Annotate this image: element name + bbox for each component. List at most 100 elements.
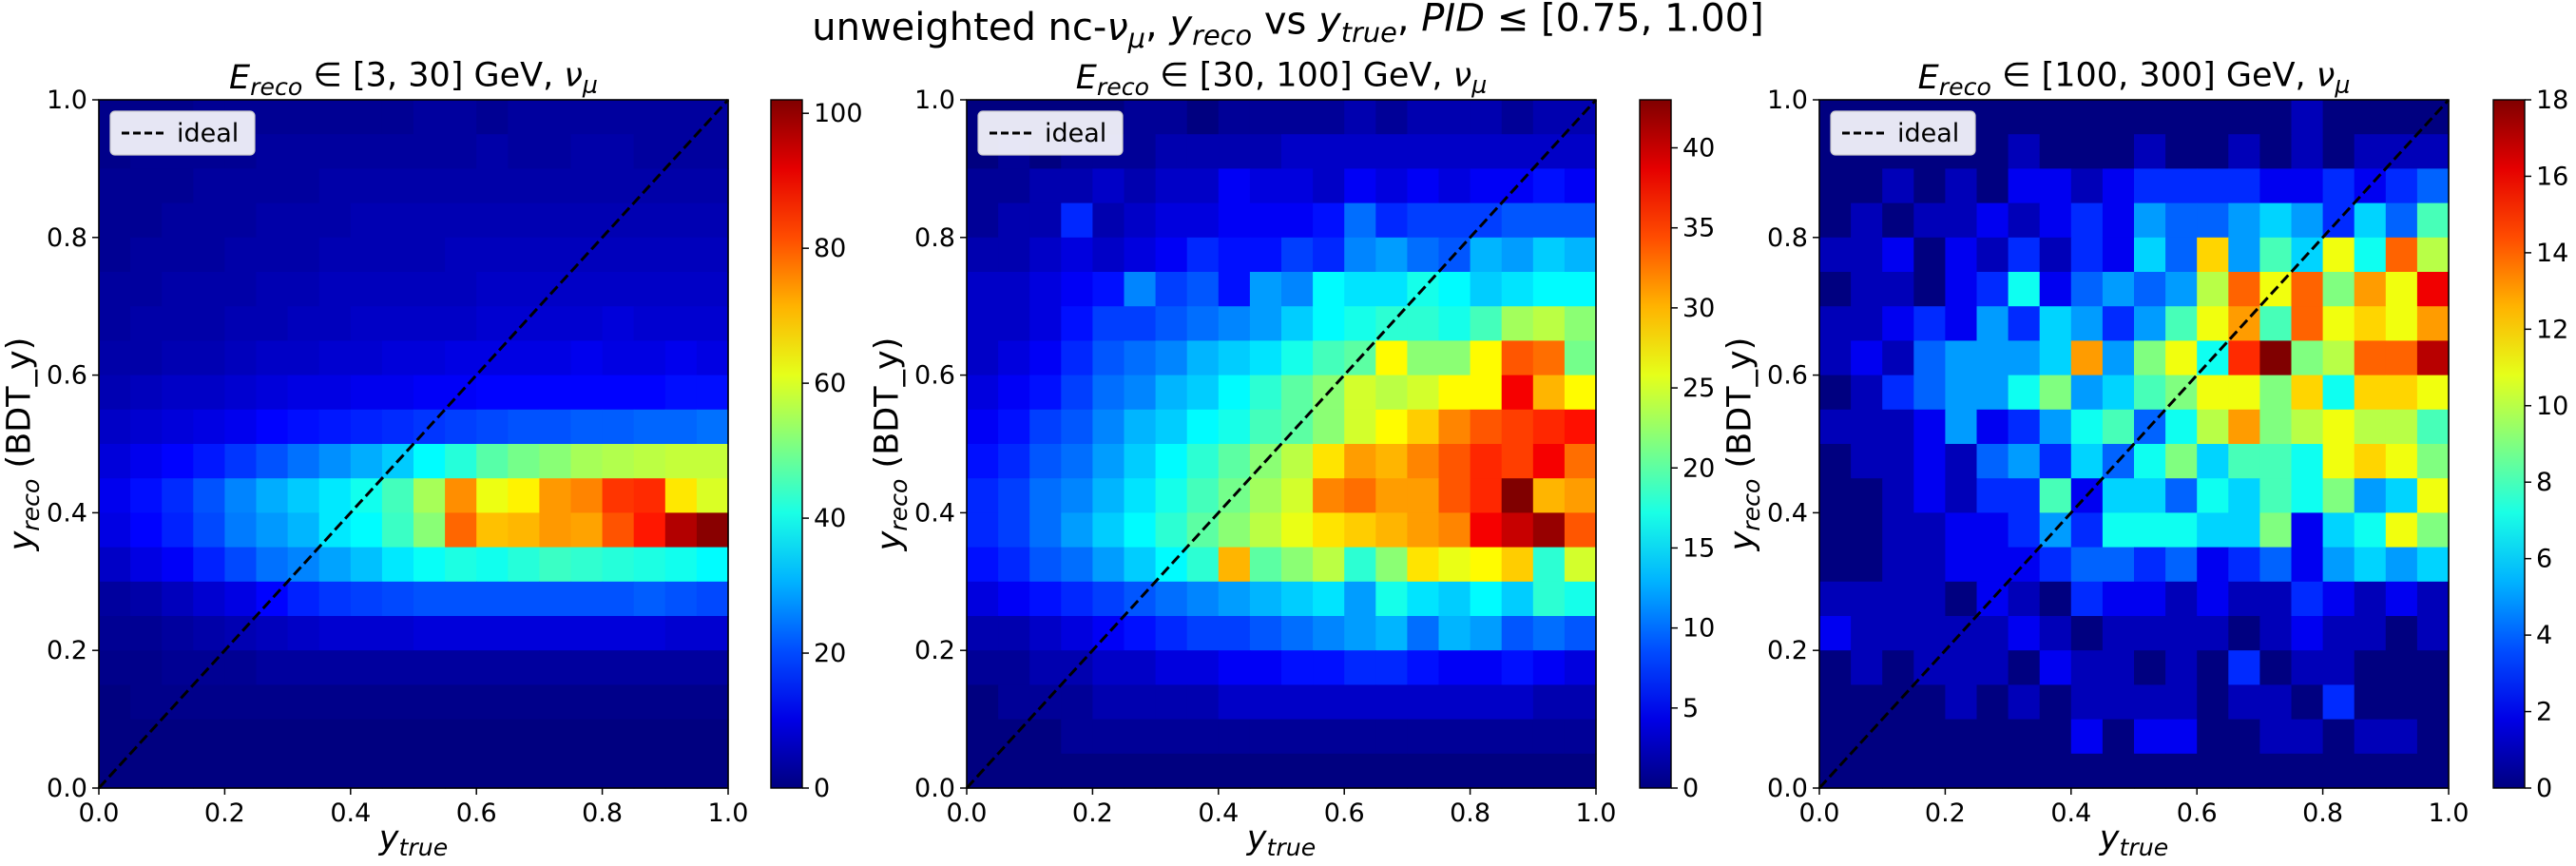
heatmap-cell — [1155, 719, 1188, 755]
heatmap-cell — [696, 684, 729, 721]
heatmap-cell — [445, 168, 477, 204]
heatmap-cell — [967, 409, 999, 445]
heatmap-cell — [1249, 616, 1282, 651]
heatmap-cell — [1186, 719, 1220, 755]
legend-label: ideal — [177, 119, 239, 148]
heatmap-cell — [1882, 237, 1914, 273]
heatmap-cell — [193, 512, 225, 548]
heatmap-cell — [1313, 168, 1345, 204]
heatmap-cell — [445, 753, 477, 789]
heatmap-cell — [1186, 134, 1220, 169]
heatmap-cell — [2165, 202, 2198, 239]
heatmap-cell — [2102, 581, 2135, 617]
heatmap-cell — [318, 478, 352, 513]
heatmap-cells — [1819, 100, 2450, 789]
heatmap-cell — [193, 409, 225, 445]
heatmap-cell — [130, 684, 163, 721]
heatmap-cell — [1249, 581, 1282, 617]
heatmap-cell — [130, 616, 163, 651]
heatmap-cell — [1564, 202, 1597, 239]
heatmap-cell — [2228, 547, 2260, 583]
heatmap-cell — [2228, 581, 2260, 617]
heatmap-cell — [2070, 581, 2104, 617]
heatmap-cell — [287, 512, 320, 548]
heatmap-cell — [2259, 306, 2293, 341]
heatmap-cell — [967, 650, 999, 685]
heatmap-cell — [381, 272, 414, 307]
legend-label: ideal — [1045, 119, 1106, 148]
heatmap-cell — [2291, 168, 2324, 204]
heatmap-cell — [350, 616, 383, 651]
heatmap-cell — [1438, 512, 1471, 548]
x-tick-label: 1.0 — [1576, 799, 1617, 828]
heatmap-cell — [2134, 684, 2166, 721]
heatmap-cell — [2134, 272, 2166, 307]
heatmap-cell — [2416, 375, 2450, 411]
heatmap-cell — [193, 547, 225, 583]
heatmap-cell — [99, 168, 131, 204]
heatmap-cell — [1819, 616, 1852, 651]
heatmap-cell — [162, 168, 194, 204]
heatmap-cell — [1532, 650, 1566, 685]
heatmap-cell — [998, 616, 1030, 651]
heatmap-cell — [1976, 547, 2009, 583]
heatmap-cell — [633, 340, 666, 376]
heatmap-cell — [1092, 616, 1125, 651]
heatmap-cell — [2322, 512, 2355, 548]
heatmap-cell — [413, 100, 446, 135]
text-part: ν — [564, 56, 583, 94]
heatmap-cell — [1882, 753, 1914, 789]
heatmap-cell — [381, 719, 414, 755]
text-part: , — [1145, 3, 1169, 47]
heatmap-cell — [2354, 100, 2387, 135]
heatmap-cell — [2039, 684, 2072, 721]
heatmap-cell — [1564, 134, 1597, 169]
heatmap-cell — [1061, 272, 1093, 307]
heatmap-cell — [1061, 753, 1093, 789]
text-part: ν — [1453, 56, 1472, 94]
heatmap-cell — [2197, 616, 2229, 651]
heatmap-cell — [633, 547, 666, 583]
heatmap-cell — [1851, 409, 1883, 445]
heatmap-cell — [381, 478, 414, 513]
heatmap-cell — [508, 512, 540, 548]
heatmap-cell — [1313, 753, 1345, 789]
heatmap-cell — [1029, 375, 1062, 411]
heatmap-cell — [570, 409, 604, 445]
heatmap-cell — [1281, 168, 1314, 204]
heatmap-cell — [508, 237, 540, 273]
heatmap-cell — [1029, 444, 1062, 479]
heatmap-cell — [570, 306, 604, 341]
heatmap-cell — [193, 272, 225, 307]
heatmap-cell — [193, 444, 225, 479]
heatmap-cell — [2070, 409, 2104, 445]
heatmap-cell — [287, 272, 320, 307]
heatmap-cell — [2416, 444, 2450, 479]
heatmap-cell — [1281, 684, 1314, 721]
heatmap-cell — [2228, 684, 2260, 721]
heatmap-cell — [381, 684, 414, 721]
heatmap-cell — [2039, 375, 2072, 411]
heatmap-cell — [99, 650, 131, 685]
heatmap-cell — [2228, 134, 2260, 169]
heatmap-cell — [1913, 202, 1946, 239]
heatmap-cell — [2354, 719, 2387, 755]
heatmap-cell — [602, 616, 635, 651]
heatmap-cell — [1976, 202, 2009, 239]
heatmap-cell — [1882, 272, 1914, 307]
heatmap-cell — [193, 478, 225, 513]
heatmap-cell — [1249, 753, 1282, 789]
heatmap-cell — [445, 409, 477, 445]
heatmap-cell — [1407, 547, 1440, 583]
x-tick-label: 0.2 — [1925, 799, 1966, 828]
heatmap-cell — [224, 478, 258, 513]
heatmap-cell — [1155, 168, 1188, 204]
heatmap-cell — [1501, 547, 1534, 583]
heatmap-cell — [1532, 512, 1566, 548]
axes-frame — [966, 99, 1597, 789]
heatmap-cell — [130, 650, 163, 685]
heatmap-cell — [2228, 375, 2260, 411]
heatmap-cell — [508, 375, 540, 411]
heatmap-cell — [256, 202, 289, 239]
heatmap-cell — [1186, 409, 1220, 445]
